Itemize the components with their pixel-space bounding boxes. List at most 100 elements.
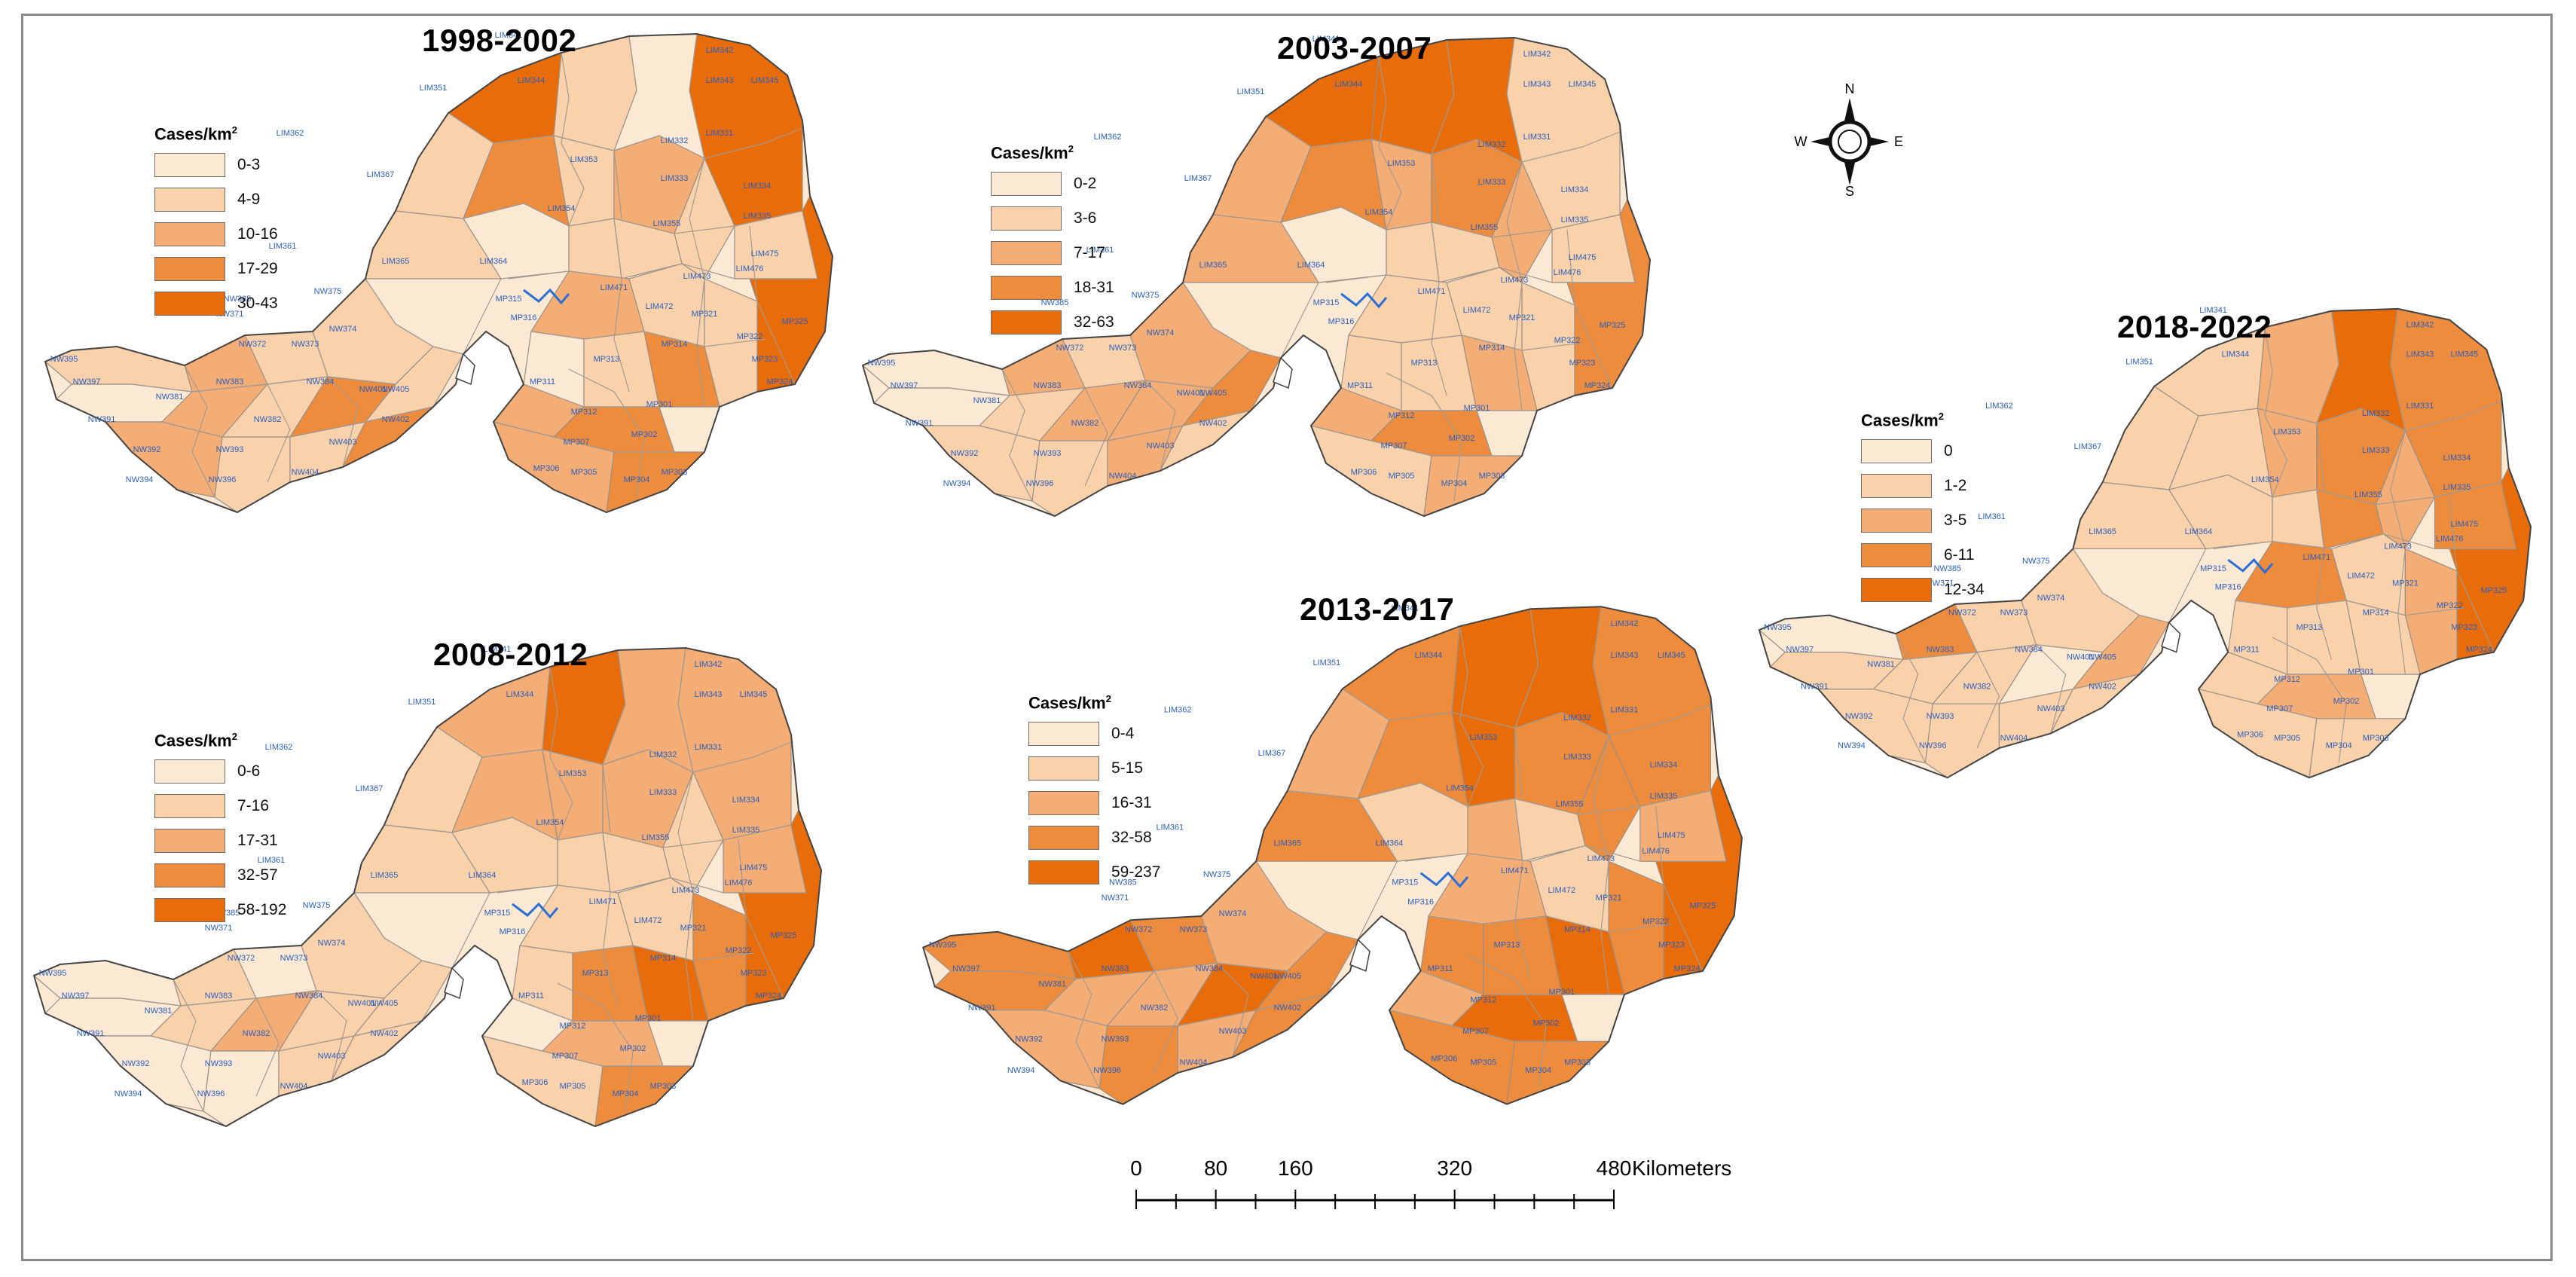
scale-label: 320 — [1437, 1156, 1473, 1180]
district-label: MP323 — [741, 969, 767, 978]
district-label: LIM476 — [736, 264, 764, 273]
enclave — [455, 353, 475, 386]
district-border — [94, 1020, 423, 1052]
province-boundary — [921, 606, 1743, 1105]
district-label: LIM332 — [661, 136, 689, 145]
legend-label: 3-6 — [1074, 209, 1097, 228]
district-area — [1386, 221, 1440, 283]
district-label: NW375 — [303, 901, 331, 910]
legend-label: 32-63 — [1074, 313, 1114, 331]
district-label: NW393 — [216, 445, 244, 454]
district-label: LIM331 — [1523, 133, 1551, 142]
district-label: MP316 — [2215, 582, 2241, 591]
legend-label: 7-17 — [1074, 244, 1106, 262]
district-label: NW404 — [2000, 734, 2028, 743]
district-border — [549, 666, 573, 841]
district-label: LIM471 — [2303, 553, 2330, 562]
district-label: LIM332 — [1563, 713, 1591, 723]
district-label: LIM342 — [1611, 619, 1639, 628]
district-label: MP312 — [1389, 411, 1415, 420]
panel-title: 2018-2022 — [2117, 309, 2272, 344]
legend: Cases/km2 0-4 5-15 16-31 32-58 59-237 — [1028, 693, 1172, 895]
district-label: LIM333 — [2362, 446, 2390, 455]
metro-boundary — [1419, 871, 1469, 888]
district-label: NW372 — [239, 340, 267, 349]
district-border — [1954, 603, 2000, 749]
district-label: MP305 — [1389, 472, 1415, 481]
district-label: MP306 — [1351, 468, 1377, 477]
district-label: NW385 — [1041, 298, 1069, 307]
district-label: LIM332 — [649, 750, 677, 759]
district-label: MP314 — [662, 340, 688, 349]
district-label: NW382 — [243, 1029, 270, 1038]
district-label: MP311 — [2234, 646, 2260, 655]
district-area — [594, 1065, 695, 1127]
district-border — [1467, 955, 1547, 1089]
district-border — [2168, 489, 2207, 623]
district-label: LIM475 — [1658, 831, 1685, 840]
district-label: LIM362 — [1985, 402, 2013, 411]
district-border — [523, 383, 720, 408]
legend-label: 7-16 — [237, 797, 270, 815]
district-label: MP313 — [594, 355, 620, 364]
district-label: LIM355 — [1471, 223, 1499, 232]
district-border — [233, 949, 280, 1097]
district-border — [1280, 221, 1319, 359]
district-label: LIM353 — [570, 155, 598, 164]
district-border — [2316, 310, 2339, 490]
district-label: LIM335 — [1561, 215, 1589, 225]
district-border — [1357, 798, 1398, 940]
district-label: MP303 — [2363, 734, 2389, 743]
district-label: NW375 — [2022, 557, 2050, 566]
district-area — [557, 832, 611, 894]
district-border — [1459, 626, 1484, 807]
district-border — [1506, 37, 1523, 411]
district-border — [1325, 267, 1635, 283]
district-label: LIM364 — [1376, 839, 1404, 848]
district-label: NW384 — [295, 991, 323, 1001]
legend-swatch — [991, 206, 1062, 231]
district-border — [184, 365, 215, 498]
district-label: LIM334 — [732, 796, 760, 805]
district-label: LIM351 — [420, 84, 448, 93]
district-label: NW401 — [1250, 972, 1278, 981]
district-label: NW405 — [1199, 389, 1227, 398]
legend-label: 0-4 — [1111, 725, 1135, 743]
district-border — [1130, 919, 1178, 1074]
district-border — [2316, 489, 2332, 660]
district-label: NW396 — [197, 1089, 225, 1098]
district-border — [677, 647, 694, 1022]
district-label: LIM473 — [2384, 542, 2412, 551]
figure-frame — [21, 14, 2553, 1261]
district-label: LIM343 — [695, 690, 723, 699]
scale-label: 160 — [1277, 1156, 1313, 1180]
district-border — [1265, 116, 1621, 163]
district-area — [1467, 798, 1523, 862]
district-border — [602, 649, 626, 833]
legend-swatch — [1861, 509, 1932, 533]
district-border — [950, 962, 1288, 979]
district-label: NW375 — [1132, 291, 1160, 300]
district-border — [395, 203, 803, 234]
district-label: NW383 — [205, 991, 233, 1001]
district-label: LIM367 — [2074, 442, 2102, 451]
district-label: NW404 — [1180, 1059, 1208, 1068]
legend-item: 58-192 — [154, 898, 298, 923]
legend-item: 0-2 — [991, 172, 1134, 197]
legend-label: 0-3 — [237, 156, 261, 174]
legend-item: 3-5 — [1861, 509, 2004, 533]
district-label: LIM351 — [1237, 87, 1265, 96]
district-label: NW384 — [1124, 381, 1152, 390]
district-label: LIM472 — [1548, 886, 1575, 895]
district-area — [985, 1010, 1108, 1089]
legend-title: Cases/km2 — [1028, 693, 1111, 713]
district-label: LIM354 — [1365, 208, 1393, 217]
district-label: LIM343 — [1523, 80, 1551, 89]
district-label: LIM354 — [1446, 784, 1474, 793]
district-label: NW404 — [280, 1082, 308, 1091]
province-boundary — [861, 36, 1652, 518]
district-label: NW373 — [292, 340, 319, 349]
district-label: NW403 — [329, 438, 357, 447]
district-label: NW392 — [1845, 712, 1873, 721]
district-label: MP306 — [522, 1078, 549, 1087]
